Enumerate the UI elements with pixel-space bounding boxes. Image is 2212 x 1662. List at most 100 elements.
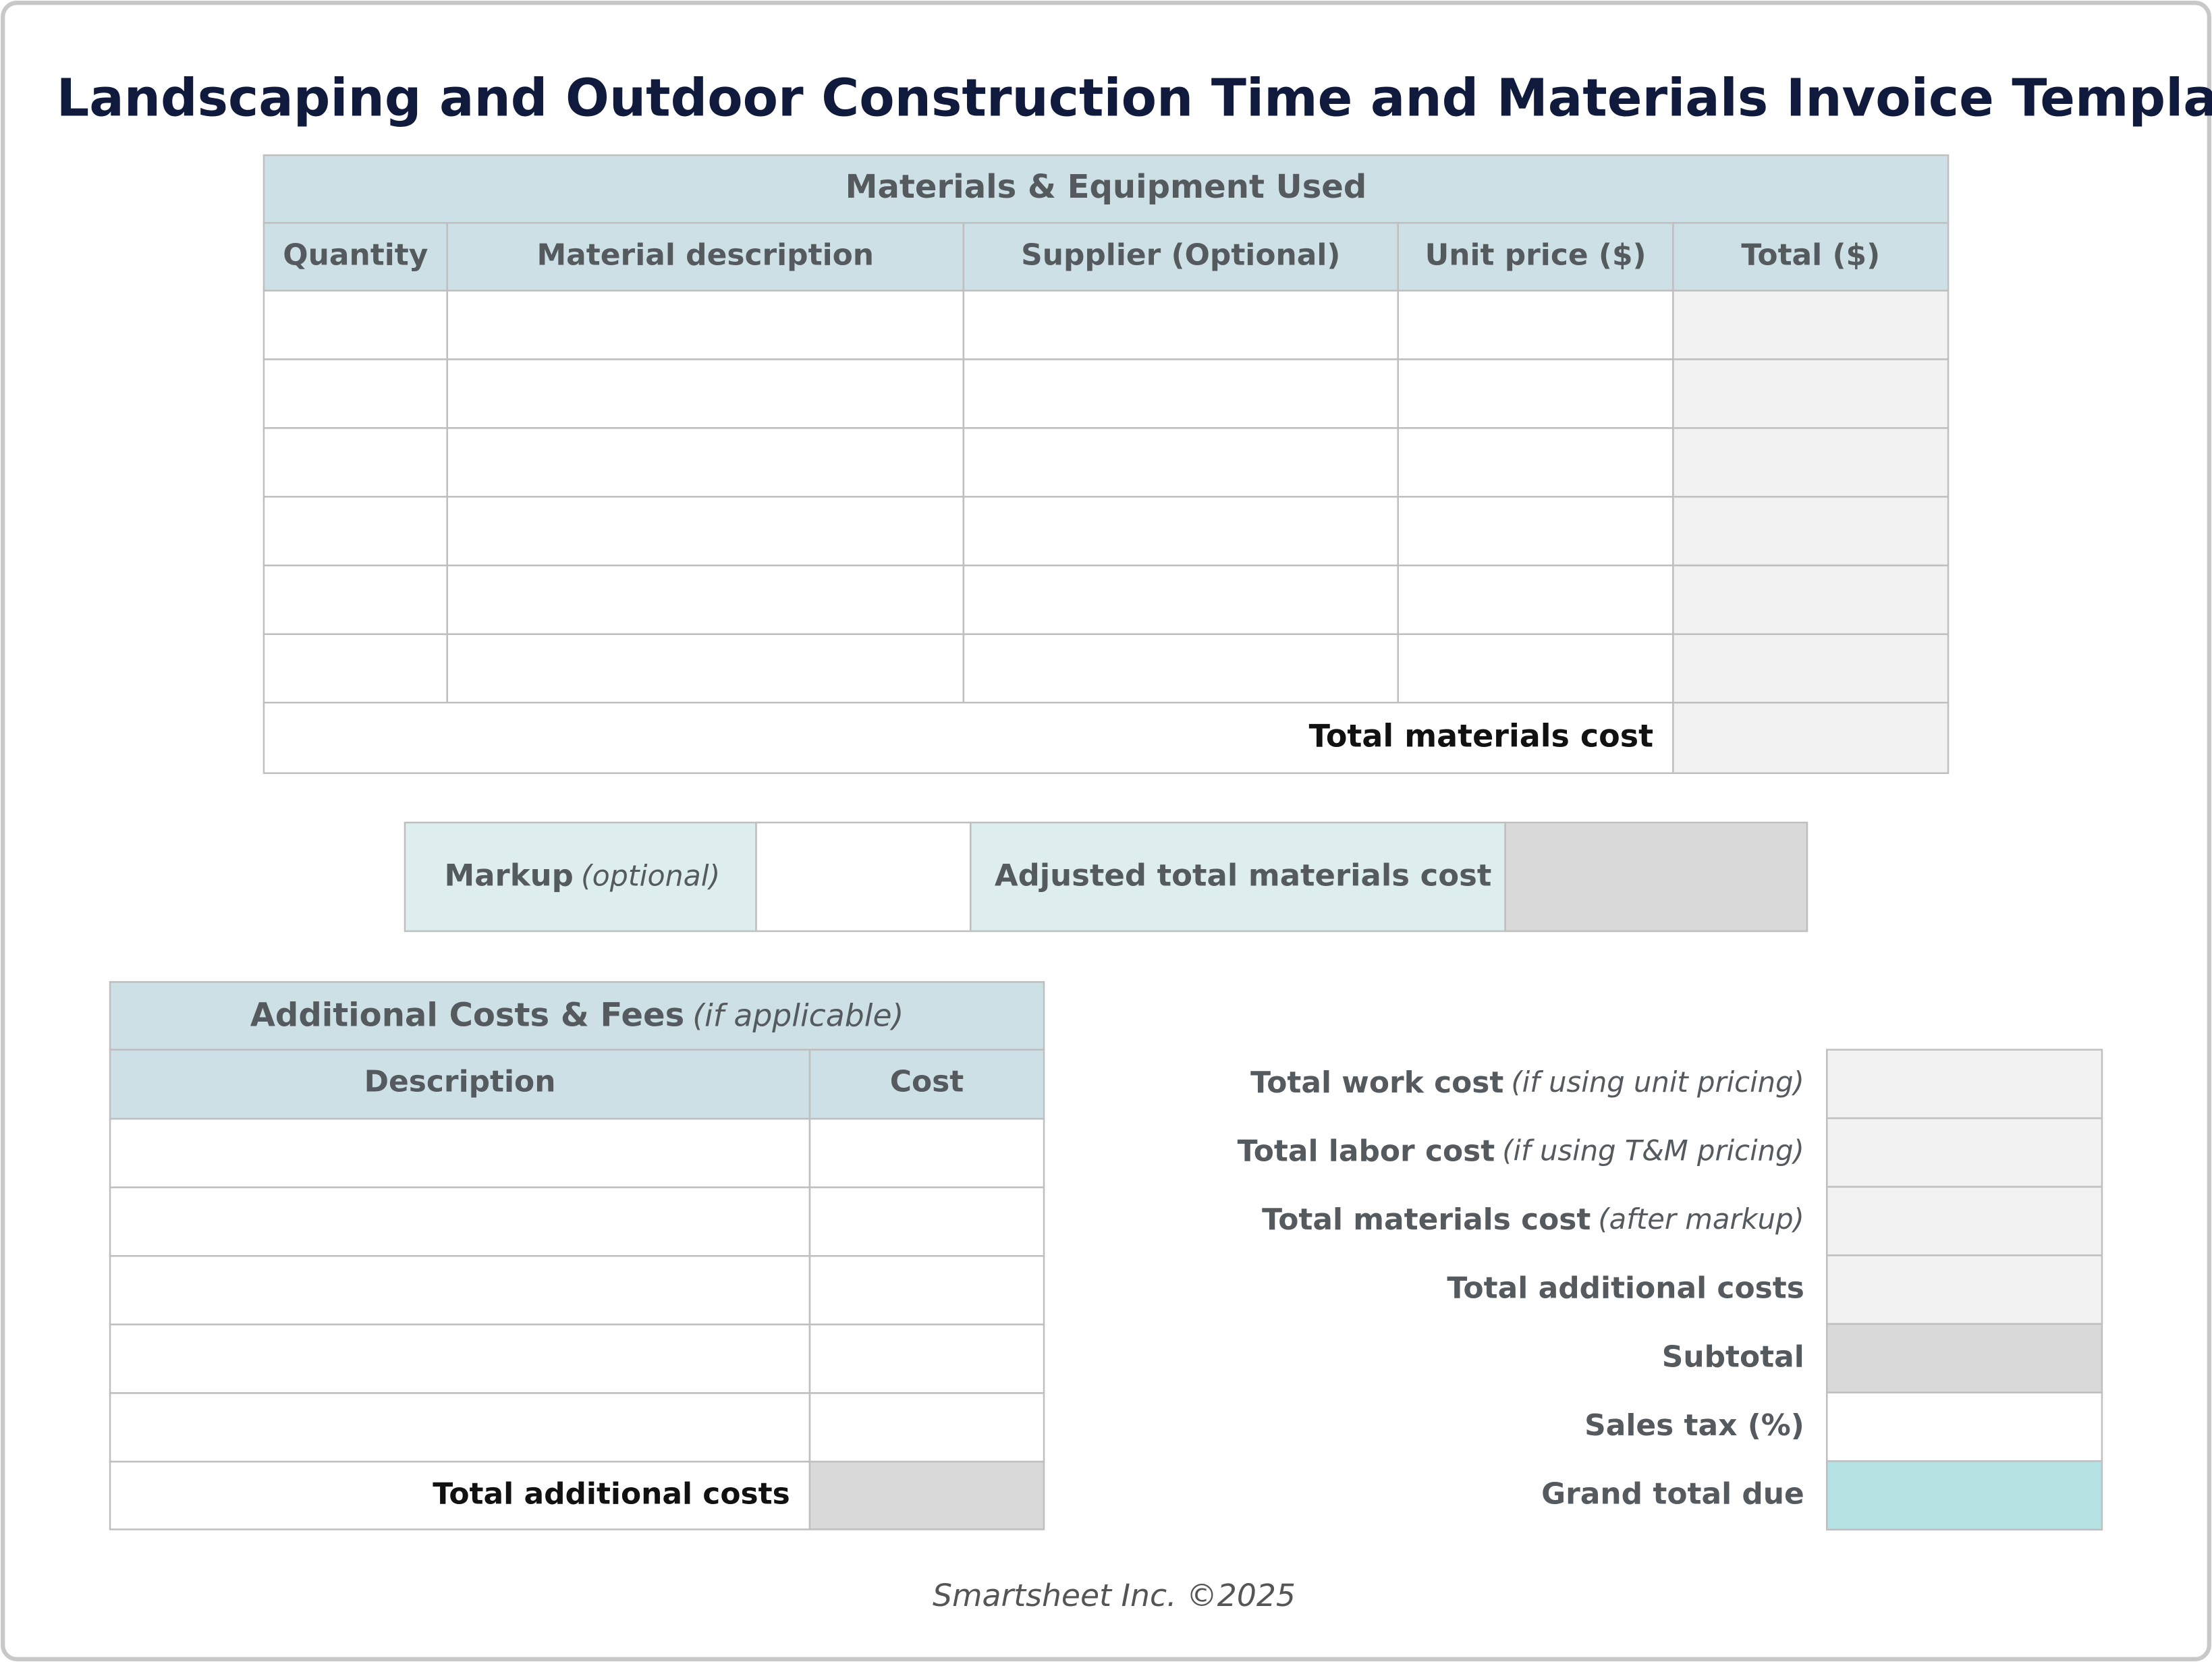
- column-label: Description: [364, 1065, 556, 1099]
- column-label: Cost: [890, 1065, 964, 1099]
- input-cell: [808, 1117, 1045, 1188]
- input-cell: [109, 1117, 811, 1188]
- summary-value-cell: [1826, 1391, 2103, 1462]
- summary-label: Total work cost: [1250, 1065, 1503, 1100]
- markup-label-cell: [404, 821, 757, 933]
- column-header: [262, 222, 448, 292]
- label: Material description: [537, 238, 875, 273]
- column-label: Material description: [537, 238, 875, 273]
- input-cell: [1672, 289, 1950, 360]
- summary-value-cell: [1826, 1323, 2103, 1393]
- page-title: Landscaping and Outdoor Construction Tim…: [57, 68, 2212, 128]
- column-label: Unit price ($): [1425, 238, 1647, 273]
- input-cell: [962, 289, 1400, 360]
- input-cell: [1397, 633, 1674, 704]
- input-cell: [1397, 358, 1674, 429]
- summary-value-cell: [1826, 1117, 2103, 1188]
- label: Unit price ($): [1425, 238, 1647, 273]
- input-cell: [262, 633, 448, 704]
- input-cell: [808, 1392, 1045, 1463]
- column-label: Supplier (Optional): [1021, 238, 1340, 273]
- label: Supplier (Optional): [1021, 238, 1340, 273]
- input-cell: [109, 1323, 811, 1394]
- summary-value-cell: [1826, 1460, 2103, 1531]
- table-title: Additional Costs & Fees: [250, 996, 685, 1034]
- summary-label: Grand total due: [1541, 1476, 1804, 1511]
- label: Sales tax (%): [1584, 1408, 1804, 1443]
- label: Total labor cost (if using T&M pricing): [1238, 1134, 1804, 1168]
- input-cell: [1397, 427, 1674, 498]
- label: Quantity: [283, 238, 428, 273]
- input-cell: [808, 1186, 1045, 1257]
- label: Cost: [890, 1065, 964, 1099]
- input-cell: [962, 427, 1400, 498]
- summary-label: Total additional costs: [1447, 1271, 1804, 1306]
- summary-label: Total labor cost: [1238, 1134, 1495, 1168]
- input-cell: [109, 1255, 811, 1326]
- label: Materials & Equipment Used: [846, 168, 1367, 206]
- label: Total materials cost: [1309, 717, 1654, 754]
- summary-value-cell: [1826, 1186, 2103, 1256]
- adjusted-label-cell: [970, 821, 1506, 933]
- label: Total additional costs: [1447, 1271, 1804, 1306]
- column-label: Total ($): [1741, 238, 1880, 273]
- input-cell: [446, 427, 965, 498]
- footer-text: Smartsheet Inc. ©2025: [933, 1577, 1296, 1613]
- total-cell: [808, 1460, 1045, 1530]
- column-label: Quantity: [283, 238, 428, 273]
- table-title: Materials & Equipment Used: [846, 168, 1367, 206]
- input-cell: [262, 495, 448, 567]
- markup-note: (optional): [581, 859, 720, 893]
- total-cell: [1672, 701, 1950, 775]
- summary-note: (if using unit pricing): [1511, 1065, 1804, 1099]
- input-cell: [1672, 495, 1950, 567]
- label: Grand total due: [1541, 1476, 1804, 1511]
- adjusted-total-cell: [1504, 821, 1808, 933]
- label: Description: [364, 1065, 556, 1099]
- label: Markup (optional): [445, 857, 721, 893]
- label: Adjusted total materials cost: [995, 857, 1492, 893]
- input-cell: [262, 358, 448, 429]
- label: Total additional costs: [433, 1476, 790, 1511]
- input-cell: [1672, 427, 1950, 498]
- input-cell: [1397, 495, 1674, 567]
- input-cell: [962, 495, 1400, 567]
- input-cell: [808, 1323, 1045, 1394]
- table-header: [109, 980, 1045, 1051]
- input-cell: [1672, 358, 1950, 429]
- input-cell: [262, 427, 448, 498]
- total-label: Total materials cost: [1309, 717, 1654, 754]
- table-header: [262, 154, 1950, 224]
- total-label-cell: [262, 701, 1674, 775]
- input-cell: [962, 358, 1400, 429]
- column-header: [808, 1049, 1045, 1120]
- input-cell: [1672, 564, 1950, 636]
- input-cell: [109, 1186, 811, 1257]
- input-cell: [446, 564, 965, 636]
- summary-label: Sales tax (%): [1584, 1408, 1804, 1443]
- adjusted-label: Adjusted total materials cost: [995, 857, 1492, 893]
- summary-value-cell: [1826, 1254, 2103, 1325]
- label: Total materials cost (after markup): [1262, 1202, 1804, 1237]
- input-cell: [808, 1255, 1045, 1326]
- input-cell: [962, 564, 1400, 636]
- input-cell: [446, 358, 965, 429]
- title: Landscaping and Outdoor Construction Tim…: [57, 68, 2212, 128]
- label: Subtotal: [1662, 1339, 1804, 1374]
- table-note: (if applicable): [692, 997, 904, 1033]
- total-label: Total additional costs: [433, 1476, 790, 1511]
- markup-input: [755, 821, 972, 933]
- input-cell: [446, 633, 965, 704]
- column-header: [446, 222, 965, 292]
- summary-label: Total materials cost: [1262, 1202, 1591, 1237]
- input-cell: [446, 289, 965, 360]
- input-cell: [1672, 633, 1950, 704]
- input-cell: [262, 289, 448, 360]
- label: Total work cost (if using unit pricing): [1250, 1065, 1804, 1100]
- summary-value-cell: [1826, 1049, 2103, 1119]
- summary-note: (after markup): [1598, 1202, 1804, 1236]
- input-cell: [262, 564, 448, 636]
- input-cell: [1397, 564, 1674, 636]
